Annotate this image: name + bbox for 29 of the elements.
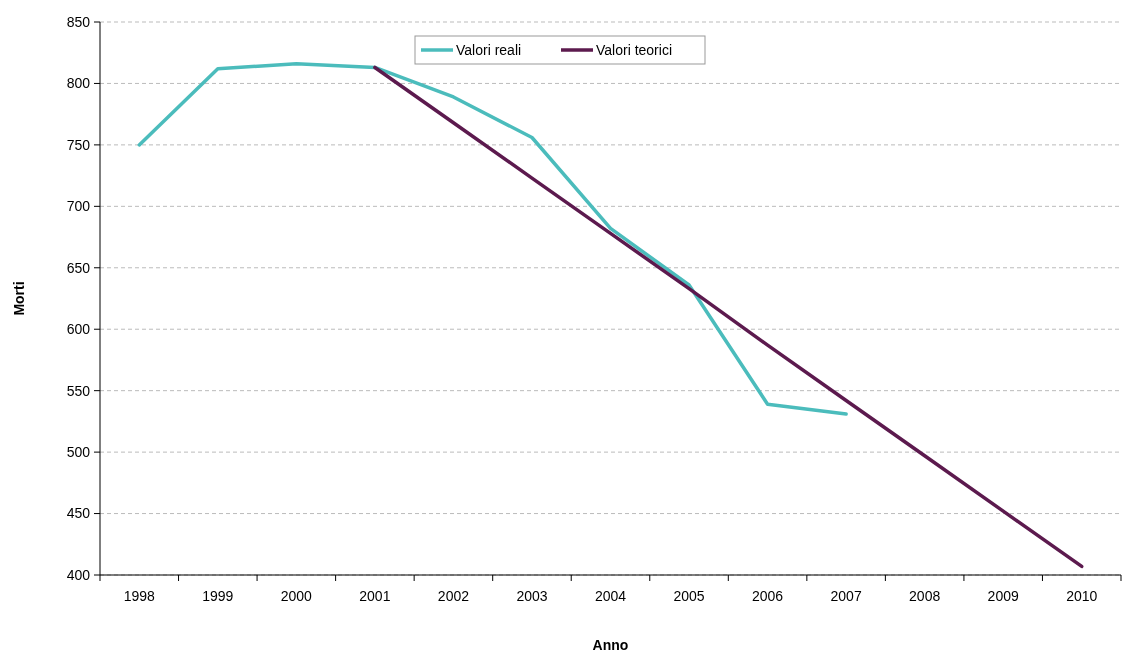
- x-tick-label: 2008: [909, 588, 941, 604]
- x-tick-label: 1999: [202, 588, 234, 604]
- y-tick-label: 700: [66, 198, 91, 215]
- x-tick-label: 2006: [752, 588, 784, 604]
- y-tick-label: 400: [66, 566, 91, 583]
- x-tick-label: 1998: [123, 588, 156, 604]
- x-tick-label: 2010: [1066, 588, 1098, 604]
- legend-label: Valori teorici: [596, 41, 672, 58]
- y-tick-label: 600: [66, 321, 91, 338]
- y-tick-label: 750: [66, 136, 91, 153]
- x-tick-label: 2005: [673, 588, 705, 604]
- x-tick-label: 2000: [280, 588, 313, 604]
- y-tick-label: 650: [66, 259, 91, 276]
- y-axis-title: Morti: [11, 281, 27, 316]
- y-tick-label: 450: [66, 505, 91, 522]
- line-series: [373, 65, 1084, 569]
- y-tick-label: 850: [66, 13, 91, 30]
- x-axis-title: Anno: [592, 637, 629, 653]
- y-tick-label: 800: [66, 75, 91, 92]
- x-tick-label: 2003: [516, 588, 548, 604]
- x-tick-label: 2007: [830, 588, 862, 604]
- x-tick-label: 2001: [359, 588, 391, 604]
- y-tick-label: 500: [66, 444, 91, 461]
- x-tick-label: 2009: [987, 588, 1019, 604]
- line-series: [137, 62, 848, 416]
- x-tick-label: 2004: [594, 588, 627, 604]
- y-tick-label: 550: [66, 382, 91, 399]
- legend-label: Valori reali: [456, 41, 522, 58]
- x-tick-label: 2002: [437, 588, 470, 604]
